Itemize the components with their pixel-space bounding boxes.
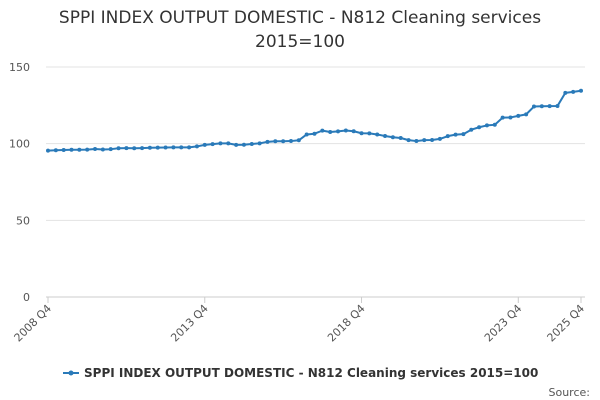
data-point[interactable] [124,146,129,151]
data-point[interactable] [155,145,160,150]
data-point[interactable] [367,131,372,136]
data-point[interactable] [343,128,348,133]
legend-swatch-marker [68,370,74,376]
data-point[interactable] [132,146,137,151]
series-line [47,89,582,152]
y-tick-label: 0 [23,291,30,304]
legend[interactable]: SPPI INDEX OUTPUT DOMESTIC - N812 Cleani… [63,366,538,380]
x-tick-label: 2008 Q4 [12,302,55,345]
data-point[interactable] [422,138,427,143]
data-point[interactable] [234,142,239,147]
x-axis-tick-labels: 2008 Q4 2013 Q4 2018 Q4 2023 Q4 2025 Q4 [12,302,588,345]
data-point[interactable] [359,131,364,136]
data-point[interactable] [187,145,192,150]
data-point[interactable] [445,134,450,139]
data-point[interactable] [265,139,270,144]
data-point[interactable] [398,135,403,140]
series-group [46,88,583,153]
data-point[interactable] [296,138,301,143]
data-point[interactable] [241,142,246,147]
data-point[interactable] [100,147,105,152]
data-point[interactable] [516,113,521,118]
data-point[interactable] [140,146,145,151]
data-point[interactable] [406,138,411,143]
data-point[interactable] [93,147,98,152]
x-tick-label: 2025 Q4 [545,302,588,345]
data-point[interactable] [492,122,497,127]
data-point[interactable] [218,141,223,146]
data-point[interactable] [563,90,568,95]
y-axis-tick-labels: 0 50 100 150 [9,61,30,304]
data-point[interactable] [571,89,576,94]
data-point[interactable] [390,135,395,140]
x-tick-label: 2013 Q4 [168,302,211,345]
chart-title-line-2: 2015=100 [255,32,345,52]
data-point[interactable] [508,115,513,120]
data-point[interactable] [147,145,152,150]
gridlines [46,66,585,298]
y-tick-label: 150 [9,61,30,74]
data-point[interactable] [437,136,442,141]
data-point[interactable] [351,129,356,134]
y-tick-label: 100 [9,138,30,151]
data-point[interactable] [484,123,489,128]
data-point[interactable] [281,139,286,144]
data-point[interactable] [46,148,50,153]
data-point[interactable] [85,147,90,152]
data-point[interactable] [69,147,74,152]
data-point[interactable] [304,132,309,137]
data-point[interactable] [179,145,184,150]
data-point[interactable] [312,131,317,136]
data-point[interactable] [555,103,560,108]
data-point[interactable] [500,115,505,120]
source-label: Source: [549,386,591,399]
data-point[interactable] [61,147,66,152]
data-point[interactable] [163,145,168,150]
data-point[interactable] [461,132,466,137]
x-tick-label: 2018 Q4 [325,302,368,345]
data-point[interactable] [547,104,552,109]
data-point[interactable] [453,132,458,137]
data-point[interactable] [171,145,176,150]
data-point[interactable] [539,104,544,109]
data-point[interactable] [336,129,341,134]
data-point[interactable] [116,146,121,151]
data-point[interactable] [77,147,82,152]
chart-title: SPPI INDEX OUTPUT DOMESTIC - N812 Cleani… [0,6,600,54]
data-point[interactable] [320,128,325,133]
data-point[interactable] [249,141,254,146]
data-point[interactable] [524,112,529,117]
data-point[interactable] [375,132,380,137]
legend-entry-label: SPPI INDEX OUTPUT DOMESTIC - N812 Cleani… [84,366,538,380]
data-point[interactable] [414,139,419,144]
y-tick-label: 50 [16,214,30,227]
data-point[interactable] [469,127,474,132]
data-point[interactable] [273,139,278,144]
data-point[interactable] [53,148,58,153]
data-point[interactable] [531,104,536,109]
data-point[interactable] [257,141,262,146]
data-point[interactable] [477,125,482,130]
data-point[interactable] [430,137,435,142]
data-point[interactable] [579,88,583,93]
data-point[interactable] [202,142,207,147]
data-point[interactable] [194,144,199,149]
chart-title-line-1: SPPI INDEX OUTPUT DOMESTIC - N812 Cleani… [58,8,542,28]
data-point[interactable] [288,139,293,144]
data-point[interactable] [328,130,333,135]
x-axis [47,297,582,303]
x-tick-label: 2023 Q4 [482,302,525,345]
data-point[interactable] [226,141,231,146]
data-point[interactable] [210,142,215,147]
data-point[interactable] [108,147,113,152]
data-point[interactable] [383,134,388,138]
